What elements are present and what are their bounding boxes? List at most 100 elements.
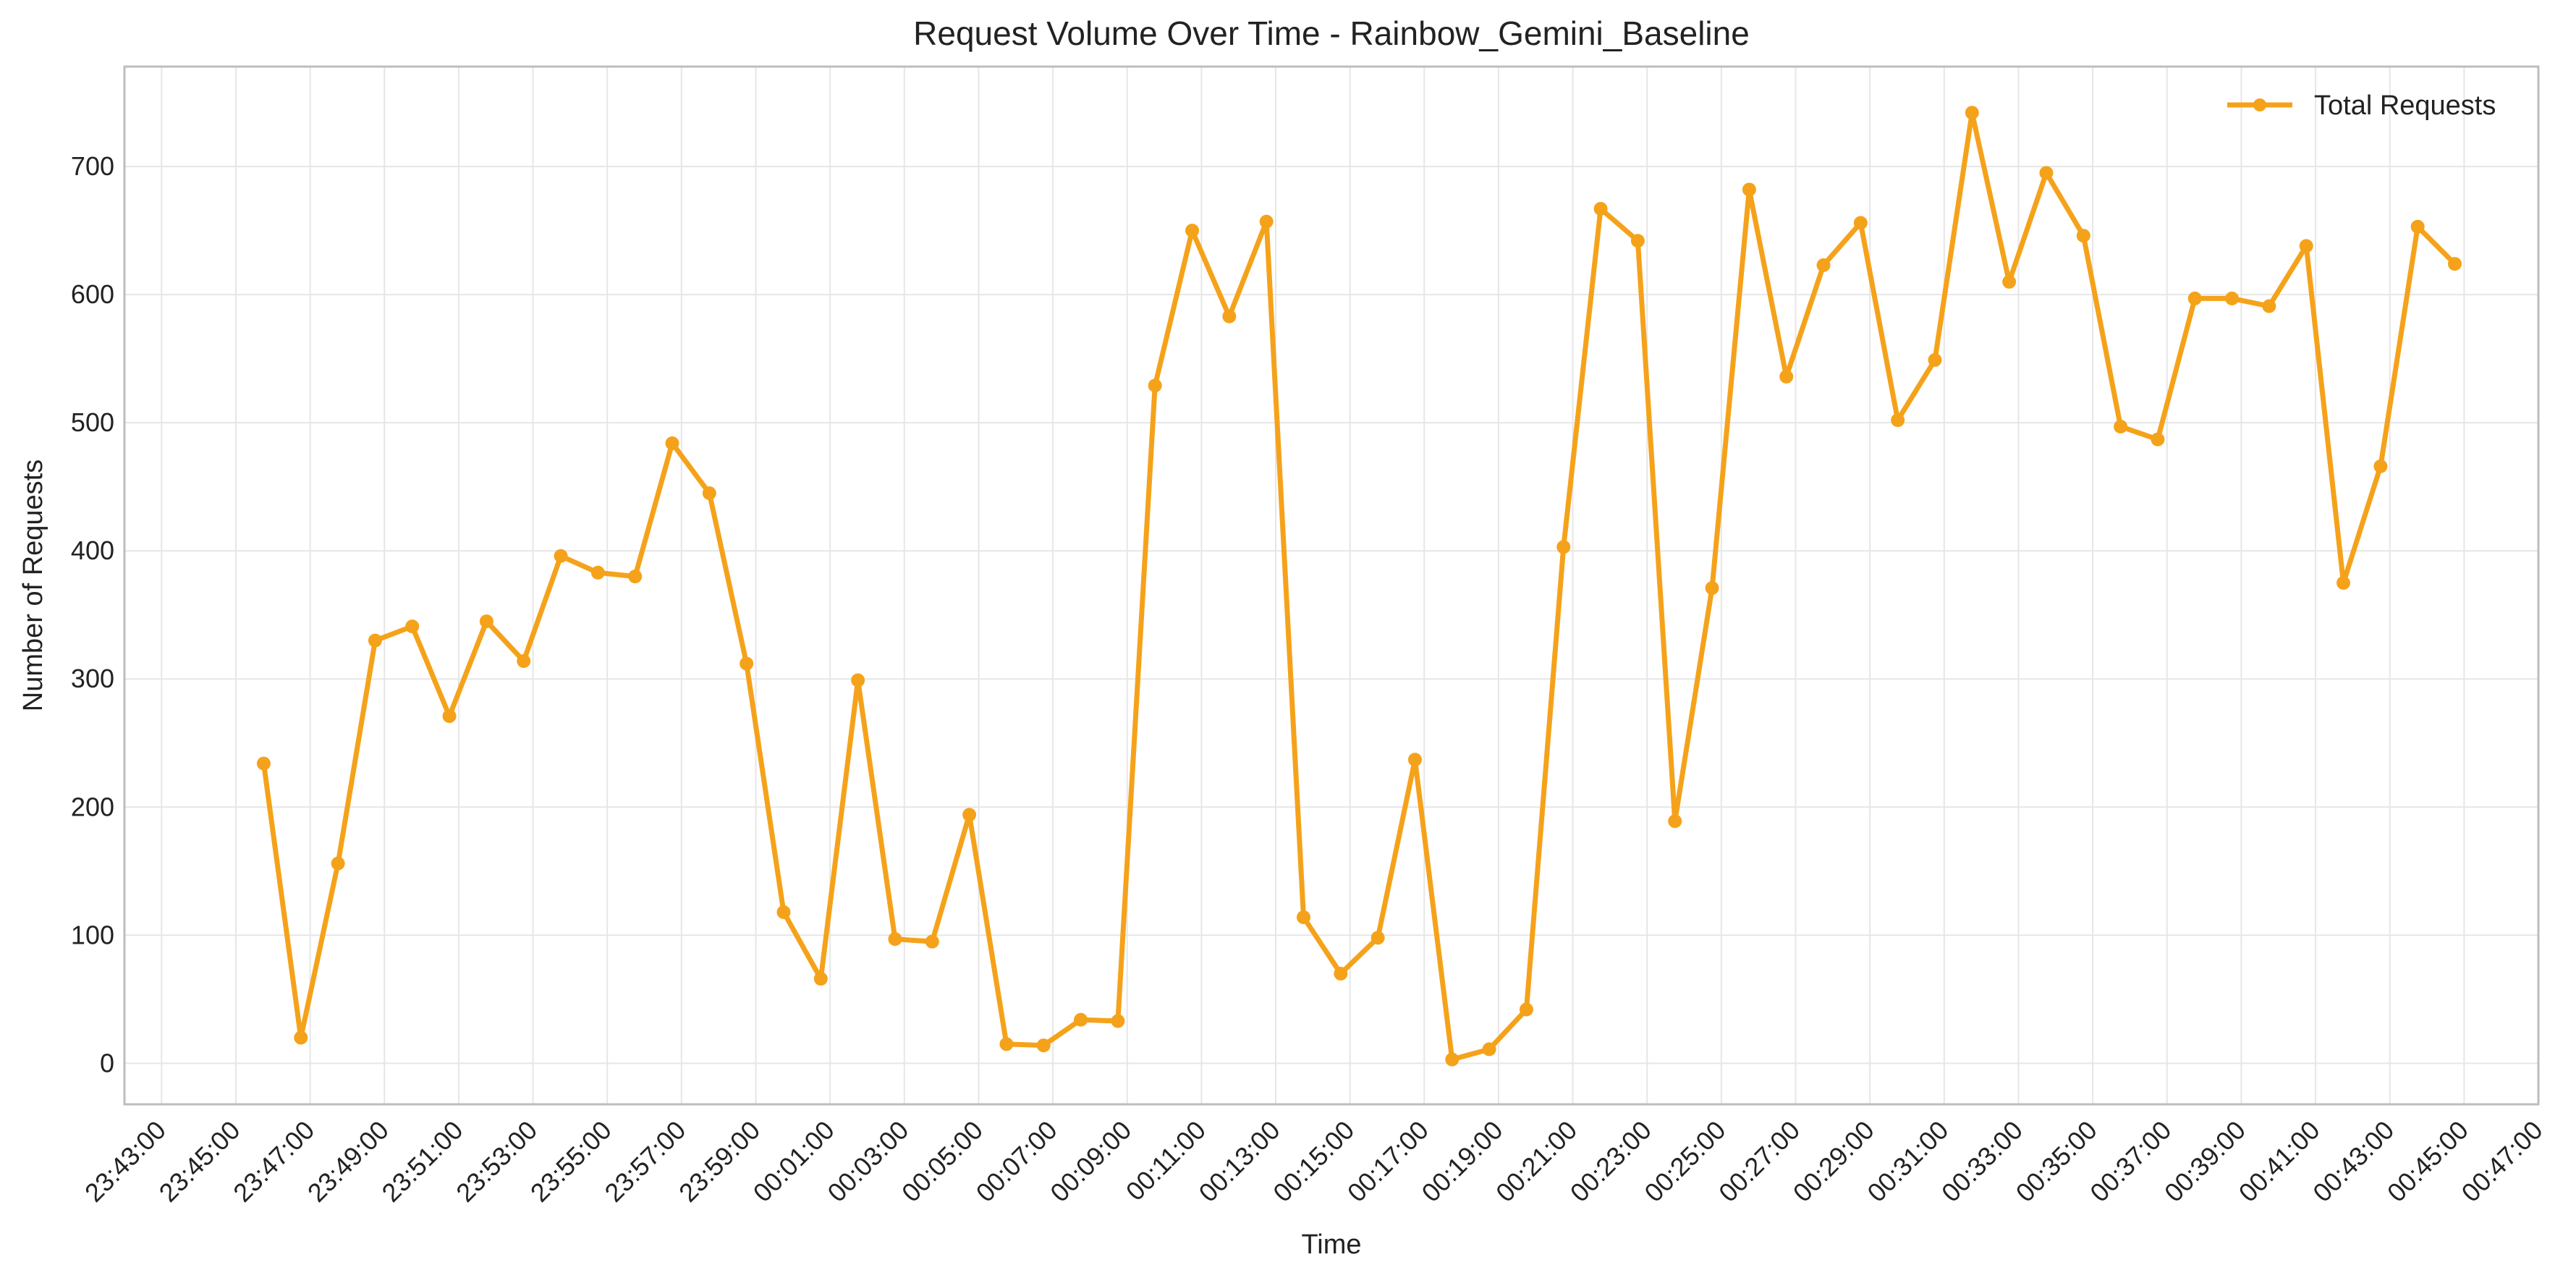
y-tick-label: 400 <box>71 536 114 565</box>
x-tick-label: 00:45:00 <box>2381 1115 2474 1208</box>
x-tick-label: 23:55:00 <box>525 1115 617 1208</box>
data-point <box>1965 106 1979 120</box>
data-point <box>1111 1014 1125 1028</box>
x-tick-label: 00:23:00 <box>1564 1115 1657 1208</box>
x-tick-label: 00:03:00 <box>821 1115 914 1208</box>
y-tick-label: 200 <box>71 792 114 821</box>
data-point <box>479 614 493 629</box>
y-tick-label: 700 <box>71 151 114 181</box>
x-tick-label: 23:47:00 <box>227 1115 320 1208</box>
series-line <box>260 110 2458 1062</box>
data-point <box>776 905 791 919</box>
data-point <box>405 619 420 634</box>
x-tick-label: 00:15:00 <box>1267 1115 1360 1208</box>
data-point <box>1630 234 1645 248</box>
data-point <box>1705 581 1719 596</box>
data-point <box>2187 291 2202 305</box>
data-point <box>294 1031 308 1045</box>
x-tick-label: 00:19:00 <box>1416 1115 1509 1208</box>
legend-marker-swatch <box>2253 98 2266 111</box>
data-point <box>1370 931 1385 945</box>
data-point <box>442 709 457 724</box>
data-point <box>1259 214 1274 229</box>
data-point <box>1593 202 1608 216</box>
data-point <box>1407 753 1422 767</box>
data-point <box>1036 1038 1051 1053</box>
data-point <box>1334 966 1348 981</box>
data-point <box>813 972 828 986</box>
data-point <box>1297 910 1311 925</box>
data-point <box>2225 291 2240 305</box>
x-tick-label: 00:41:00 <box>2233 1115 2326 1208</box>
data-point <box>740 656 754 671</box>
x-tick-label: 23:53:00 <box>450 1115 543 1208</box>
data-point <box>1482 1042 1496 1057</box>
x-tick-label: 23:49:00 <box>302 1115 394 1208</box>
x-tick-label: 00:25:00 <box>1638 1115 1731 1208</box>
x-tick-label: 00:33:00 <box>1936 1115 2028 1208</box>
data-point <box>1445 1052 1459 1067</box>
data-point <box>2076 229 2090 243</box>
x-tick-label: 00:39:00 <box>2158 1115 2251 1208</box>
x-tick-label: 00:09:00 <box>1044 1115 1137 1208</box>
data-point <box>2299 239 2313 253</box>
data-point <box>702 486 716 501</box>
data-point <box>1816 258 1831 272</box>
data-point <box>1742 182 1756 197</box>
x-tick-label: 00:05:00 <box>896 1115 988 1208</box>
y-tick-label: 100 <box>71 920 114 949</box>
x-tick-label: 00:29:00 <box>1787 1115 1880 1208</box>
x-tick-label: 23:51:00 <box>376 1115 468 1208</box>
data-point <box>2002 274 2017 289</box>
x-tick-label: 00:37:00 <box>2084 1115 2177 1208</box>
data-point <box>1185 224 1200 238</box>
data-point <box>368 633 382 648</box>
data-point <box>331 856 345 871</box>
legend-label: Total Requests <box>2314 90 2496 121</box>
data-point <box>665 436 679 450</box>
data-point <box>1928 352 1942 367</box>
data-point <box>2114 419 2128 433</box>
data-point <box>925 934 939 949</box>
data-point <box>2039 166 2054 180</box>
y-axis-label: Number of Requests <box>18 460 48 712</box>
y-tick-label: 0 <box>100 1048 114 1078</box>
data-point <box>2448 257 2462 271</box>
data-point <box>554 549 568 563</box>
x-tick-label: 23:45:00 <box>153 1115 246 1208</box>
x-tick-label: 23:59:00 <box>673 1115 766 1208</box>
data-point <box>1853 216 1868 230</box>
data-point <box>1556 540 1571 554</box>
data-point <box>590 565 605 580</box>
x-tick-label: 00:13:00 <box>1193 1115 1286 1208</box>
plot-frame <box>123 65 2540 1106</box>
data-point <box>851 673 865 687</box>
x-tick-label: 00:47:00 <box>2456 1115 2549 1208</box>
x-tick-label: 00:01:00 <box>747 1115 840 1208</box>
data-point <box>1891 413 1905 428</box>
data-point <box>2151 432 2165 447</box>
y-tick-label: 600 <box>71 279 114 309</box>
data-point <box>628 570 643 584</box>
x-tick-label: 00:07:00 <box>970 1115 1063 1208</box>
x-tick-label: 00:43:00 <box>2307 1115 2399 1208</box>
data-point <box>888 932 902 947</box>
data-point <box>2373 459 2388 473</box>
x-tick-label: 00:35:00 <box>2010 1115 2103 1208</box>
x-tick-label: 00:17:00 <box>1342 1115 1434 1208</box>
series-layer <box>256 106 2462 1067</box>
data-point <box>2410 219 2425 234</box>
data-point <box>517 653 531 668</box>
x-axis-label: Time <box>1301 1230 1361 1260</box>
data-point <box>1668 814 1682 829</box>
data-point <box>962 808 977 822</box>
y-tick-label: 500 <box>71 407 114 437</box>
x-tick-label: 23:43:00 <box>79 1115 171 1208</box>
data-point <box>256 756 271 771</box>
data-point <box>1519 1002 1533 1017</box>
x-tick-label: 00:11:00 <box>1120 1115 1211 1206</box>
data-point <box>1222 309 1237 323</box>
y-tick-label: 300 <box>71 664 114 693</box>
x-tick-label: 00:21:00 <box>1490 1115 1583 1208</box>
